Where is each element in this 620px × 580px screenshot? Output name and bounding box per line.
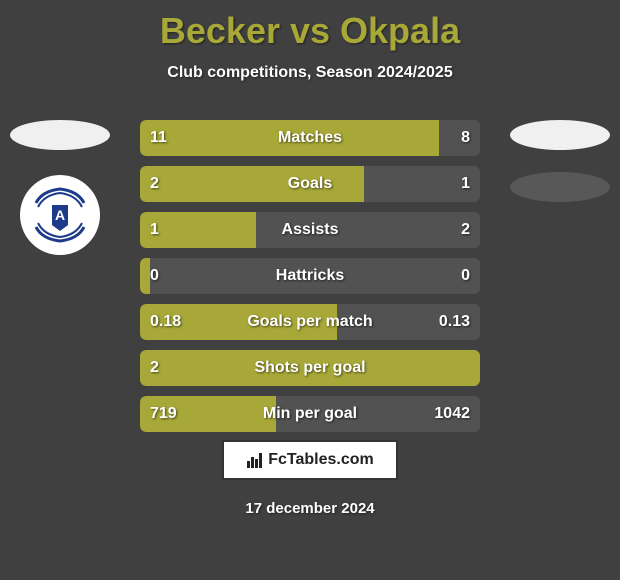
stat-label: Min per goal [263, 405, 357, 423]
left-oval-1 [10, 120, 110, 150]
right-player-markers [510, 120, 610, 224]
footer-date: 17 december 2024 [245, 500, 374, 517]
club-badge: A [20, 175, 100, 255]
stat-right-value: 8 [461, 129, 470, 147]
stat-right-value: 0 [461, 267, 470, 285]
stat-label: Goals [288, 175, 332, 193]
stat-label: Assists [282, 221, 339, 239]
stat-right-value: 0.13 [439, 313, 470, 331]
arminia-crest-icon: A [28, 183, 92, 247]
brand-text: FcTables.com [268, 451, 374, 469]
stat-bar: 719 1042 Min per goal [140, 396, 480, 432]
comparison-subtitle: Club competitions, Season 2024/2025 [0, 64, 620, 82]
stat-bar-fill [140, 258, 150, 294]
stat-bar: 0.18 0.13 Goals per match [140, 304, 480, 340]
stat-left-value: 1 [150, 221, 159, 239]
stat-right-value: 1042 [434, 405, 470, 423]
stat-bar: 0 0 Hattricks [140, 258, 480, 294]
stat-left-value: 2 [150, 359, 159, 377]
stat-label: Hattricks [276, 267, 344, 285]
stat-bar: 11 8 Matches [140, 120, 480, 156]
stat-left-value: 0 [150, 267, 159, 285]
chart-icon [246, 451, 264, 469]
stat-label: Matches [278, 129, 342, 147]
brand-logo: FcTables.com [222, 440, 398, 480]
stat-label: Shots per goal [254, 359, 365, 377]
svg-text:A: A [55, 207, 65, 223]
stat-right-value: 1 [461, 175, 470, 193]
stat-left-value: 0.18 [150, 313, 181, 331]
stat-left-value: 11 [150, 129, 167, 147]
stat-bar: 2 Shots per goal [140, 350, 480, 386]
stat-label: Goals per match [247, 313, 372, 331]
stats-bars: 11 8 Matches 2 1 Goals 1 2 Assists 0 0 Hattricks 0.1… [140, 120, 480, 442]
left-player-markers [10, 120, 110, 172]
stat-left-value: 2 [150, 175, 159, 193]
right-oval-1 [510, 120, 610, 150]
comparison-title: Becker vs Okpala [0, 0, 620, 52]
stat-left-value: 719 [150, 405, 177, 423]
stat-right-value: 2 [461, 221, 470, 239]
right-oval-2 [510, 172, 610, 202]
stat-bar: 2 1 Goals [140, 166, 480, 202]
stat-bar: 1 2 Assists [140, 212, 480, 248]
